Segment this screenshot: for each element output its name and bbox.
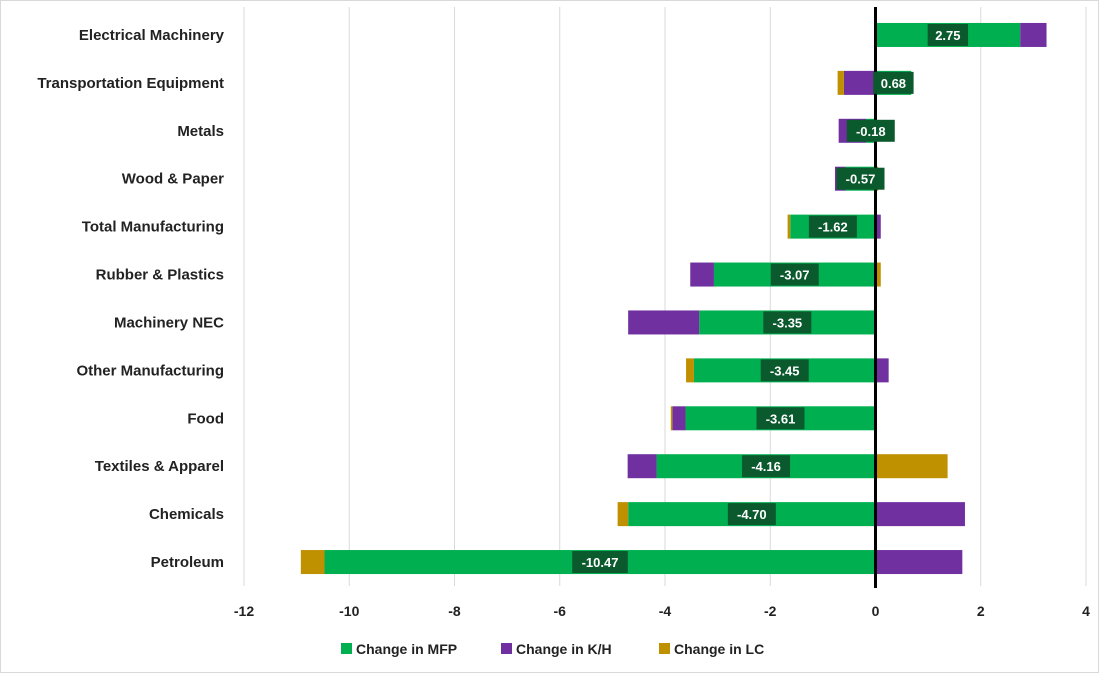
x-tick-label: -4 — [659, 603, 672, 619]
data-label-box — [727, 503, 776, 526]
bar-change-in-k-h-electrical-machinery — [1020, 22, 1047, 47]
x-tick-label: -10 — [339, 603, 359, 619]
category-label: Metals — [177, 123, 224, 140]
data-label-box — [873, 71, 914, 94]
data-label: -1.62 — [818, 220, 848, 235]
data-label-box — [808, 215, 857, 238]
x-tick-label: -12 — [234, 603, 254, 619]
legend-label-change-in-k-h: Change in K/H — [516, 641, 612, 657]
x-tick-label: 4 — [1082, 603, 1090, 619]
x-tick-label: -6 — [554, 603, 567, 619]
bar-change-in-lc-food — [670, 406, 673, 431]
x-tick-label: -8 — [448, 603, 461, 619]
data-label-box — [756, 407, 805, 430]
data-label-box — [742, 455, 791, 478]
x-tick-labels: -12 -10 -8 -6 -4 -2 0 2 4 — [234, 603, 1090, 619]
bar-change-in-lc-chemicals — [617, 502, 629, 527]
data-label-box — [760, 359, 809, 382]
data-label: -3.07 — [780, 268, 810, 283]
bar-change-in-lc-textiles-apparel — [875, 454, 948, 479]
legend-swatch-change-in-k-h — [501, 643, 512, 654]
category-label: Petroleum — [151, 554, 224, 571]
bar-change-in-k-h-other-manufacturing — [875, 358, 889, 383]
bar-change-in-lc-petroleum — [300, 550, 325, 575]
category-label: Total Manufacturing — [82, 219, 224, 236]
data-label: 0.68 — [881, 76, 906, 91]
data-label-box — [763, 311, 812, 334]
x-tick-label: -2 — [764, 603, 777, 619]
bar-change-in-lc-total-manufacturing — [787, 214, 791, 239]
data-label-box — [836, 167, 885, 190]
legend-label-change-in-lc: Change in LC — [674, 641, 764, 657]
category-label: Other Manufacturing — [76, 362, 224, 379]
bars — [300, 22, 1047, 575]
category-label: Rubber & Plastics — [96, 267, 224, 284]
category-label: Transportation Equipment — [37, 75, 224, 92]
bar-change-in-k-h-rubber-plastics — [690, 262, 714, 287]
category-label: Machinery NEC — [114, 314, 224, 331]
category-label: Food — [187, 410, 224, 427]
data-label: -0.18 — [856, 124, 886, 139]
bar-change-in-lc-rubber-plastics — [875, 262, 881, 287]
category-label: Textiles & Apparel — [95, 458, 224, 475]
data-label-box — [770, 263, 819, 286]
data-labels: 2.75 0.68 -0.18 -0.57 -1.62 -3.07 -3.35 -3.45 -3… — [572, 23, 969, 574]
category-label: Chemicals — [149, 506, 224, 523]
data-label: -3.35 — [773, 315, 803, 330]
data-label: -10.47 — [582, 555, 619, 570]
x-tick-label: 2 — [977, 603, 985, 619]
data-label: -3.61 — [766, 411, 796, 426]
category-label: Wood & Paper — [122, 171, 224, 188]
bar-change-in-k-h-food — [672, 406, 686, 431]
data-label: -4.70 — [737, 507, 767, 522]
bar-change-in-lc-other-manufacturing — [686, 358, 694, 383]
legend: Change in MFP Change in K/H Change in LC — [341, 641, 764, 657]
gridlines — [243, 7, 1087, 586]
category-labels: Electrical Machinery Transportation Equip… — [37, 27, 224, 571]
data-label-box — [927, 23, 969, 46]
bar-change-in-k-h-chemicals — [875, 502, 965, 527]
x-tick-label: 0 — [872, 603, 880, 619]
data-label: 2.75 — [935, 28, 960, 43]
data-label: -3.45 — [770, 363, 800, 378]
data-label-box — [572, 551, 628, 574]
bar-change-in-k-h-transportation-equipment — [843, 70, 876, 95]
legend-label-change-in-mfp: Change in MFP — [356, 641, 457, 657]
bar-change-in-lc-transportation-equipment — [837, 70, 844, 95]
bar-change-in-k-h-petroleum — [875, 550, 963, 575]
category-label: Electrical Machinery — [79, 27, 225, 44]
data-label: -4.16 — [751, 459, 781, 474]
bar-change-in-k-h-machinery-nec — [628, 310, 700, 335]
legend-swatch-change-in-mfp — [341, 643, 352, 654]
data-label: -0.57 — [846, 172, 876, 187]
legend-swatch-change-in-lc — [659, 643, 670, 654]
bar-change-in-k-h-total-manufacturing — [875, 214, 881, 239]
data-label-box — [846, 119, 895, 142]
bar-change-in-k-h-textiles-apparel — [627, 454, 657, 479]
